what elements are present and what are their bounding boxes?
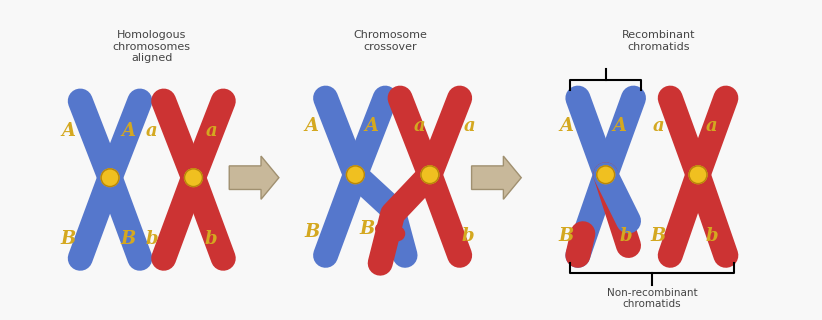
Circle shape	[101, 169, 119, 187]
Text: A: A	[559, 116, 573, 135]
Text: Non-recombinant
chromatids: Non-recombinant chromatids	[607, 288, 697, 309]
Text: B: B	[651, 227, 666, 245]
Circle shape	[390, 227, 404, 241]
Circle shape	[689, 166, 707, 184]
Text: A: A	[62, 122, 76, 140]
Text: a: a	[146, 122, 158, 140]
Polygon shape	[472, 156, 521, 199]
Text: b: b	[205, 230, 218, 248]
Circle shape	[421, 166, 439, 184]
Text: a: a	[464, 116, 475, 135]
Text: b: b	[705, 227, 718, 245]
Text: B: B	[120, 230, 136, 248]
Text: A: A	[364, 116, 378, 135]
Text: a: a	[653, 116, 664, 135]
Text: B: B	[558, 227, 574, 245]
Circle shape	[185, 169, 202, 187]
Circle shape	[597, 166, 615, 184]
Text: Recombinant
chromatids: Recombinant chromatids	[621, 30, 695, 52]
Text: A: A	[121, 122, 135, 140]
Text: Chromosome
crossover: Chromosome crossover	[353, 30, 427, 52]
Text: B: B	[360, 220, 375, 238]
Text: b: b	[461, 227, 474, 245]
Text: B: B	[304, 223, 319, 241]
Text: a: a	[706, 116, 718, 135]
Text: b: b	[619, 227, 632, 245]
Text: b: b	[145, 230, 158, 248]
Text: a: a	[206, 122, 217, 140]
Circle shape	[376, 224, 386, 234]
Text: Homologous
chromosomes
aligned: Homologous chromosomes aligned	[113, 30, 191, 63]
Text: A: A	[612, 116, 626, 135]
Circle shape	[346, 166, 364, 184]
Text: a: a	[414, 116, 426, 135]
Text: B: B	[61, 230, 76, 248]
Text: A: A	[305, 116, 319, 135]
Polygon shape	[229, 156, 279, 199]
